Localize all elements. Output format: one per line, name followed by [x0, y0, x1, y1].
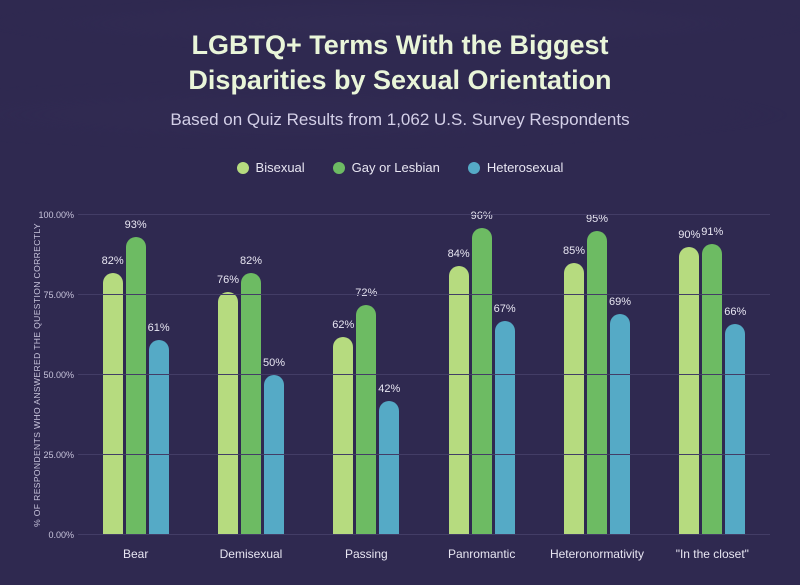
bar-value-label: 50% [263, 357, 285, 369]
bar-value-label: 76% [217, 274, 239, 286]
page-subtitle: Based on Quiz Results from 1,062 U.S. Su… [0, 110, 800, 130]
x-tick-label: Panromantic [424, 547, 539, 561]
legend-item: Heterosexual [468, 160, 564, 175]
x-tick-label: Demisexual [193, 547, 308, 561]
legend-item: Bisexual [237, 160, 305, 175]
chart-container: LGBTQ+ Terms With the Biggest Disparitie… [0, 0, 800, 585]
bar: 96% [472, 228, 492, 535]
bar-group: 85%95%69% [539, 215, 654, 535]
page-title: LGBTQ+ Terms With the Biggest Disparitie… [0, 0, 800, 98]
legend-dot-icon [237, 162, 249, 174]
bar-value-label: 85% [563, 245, 585, 257]
legend-item: Gay or Lesbian [333, 160, 440, 175]
legend-label: Gay or Lesbian [352, 160, 440, 175]
bar: 72% [356, 305, 376, 535]
y-tick-label: 0.00% [34, 530, 74, 540]
grid-line [78, 294, 770, 295]
x-tick-label: Passing [309, 547, 424, 561]
bar-value-label: 69% [609, 296, 631, 308]
bar-value-label: 62% [332, 319, 354, 331]
bar-group: 62%72%42% [309, 215, 424, 535]
y-tick-label: 75.00% [34, 290, 74, 300]
bar-value-label: 84% [448, 248, 470, 260]
bar: 62% [333, 337, 353, 535]
bar: 82% [241, 273, 261, 535]
bar-value-label: 82% [102, 255, 124, 267]
bar: 61% [149, 340, 169, 535]
bar-value-label: 61% [148, 322, 170, 334]
grid-line [78, 454, 770, 455]
bar-value-label: 90% [678, 229, 700, 241]
y-tick-label: 25.00% [34, 450, 74, 460]
chart-plot-area: 82%93%61%76%82%50%62%72%42%84%96%67%85%9… [78, 215, 770, 535]
bar: 84% [449, 266, 469, 535]
legend-dot-icon [468, 162, 480, 174]
bar-groups: 82%93%61%76%82%50%62%72%42%84%96%67%85%9… [78, 215, 770, 535]
legend-dot-icon [333, 162, 345, 174]
bar: 95% [587, 231, 607, 535]
x-tick-label: Heteronormativity [539, 547, 654, 561]
bar: 69% [610, 314, 630, 535]
bar: 42% [379, 401, 399, 535]
title-line-2: Disparities by Sexual Orientation [188, 65, 611, 95]
bar: 50% [264, 375, 284, 535]
title-line-1: LGBTQ+ Terms With the Biggest [191, 30, 608, 60]
bar: 90% [679, 247, 699, 535]
legend-label: Heterosexual [487, 160, 564, 175]
y-tick-label: 100.00% [34, 210, 74, 220]
bar: 93% [126, 237, 146, 535]
bar: 76% [218, 292, 238, 535]
bar-value-label: 93% [125, 219, 147, 231]
bar-value-label: 82% [240, 255, 262, 267]
legend: Bisexual Gay or Lesbian Heterosexual [0, 160, 800, 175]
bar: 67% [495, 321, 515, 535]
bar-group: 84%96%67% [424, 215, 539, 535]
bar: 91% [702, 244, 722, 535]
x-tick-label: "In the closet" [655, 547, 770, 561]
grid-line [78, 214, 770, 215]
grid-line [78, 374, 770, 375]
bar: 66% [725, 324, 745, 535]
bar-group: 82%93%61% [78, 215, 193, 535]
bar-value-label: 67% [494, 303, 516, 315]
bar-group: 90%91%66% [655, 215, 770, 535]
x-tick-label: Bear [78, 547, 193, 561]
bar-value-label: 66% [724, 306, 746, 318]
bar-value-label: 96% [471, 210, 493, 222]
grid-line [78, 534, 770, 535]
bar-group: 76%82%50% [193, 215, 308, 535]
x-axis-labels: BearDemisexualPassingPanromanticHeterono… [78, 547, 770, 561]
bar: 82% [103, 273, 123, 535]
bar: 85% [564, 263, 584, 535]
y-tick-label: 50.00% [34, 370, 74, 380]
bar-value-label: 72% [355, 287, 377, 299]
bar-value-label: 42% [378, 383, 400, 395]
legend-label: Bisexual [256, 160, 305, 175]
bar-value-label: 91% [701, 226, 723, 238]
